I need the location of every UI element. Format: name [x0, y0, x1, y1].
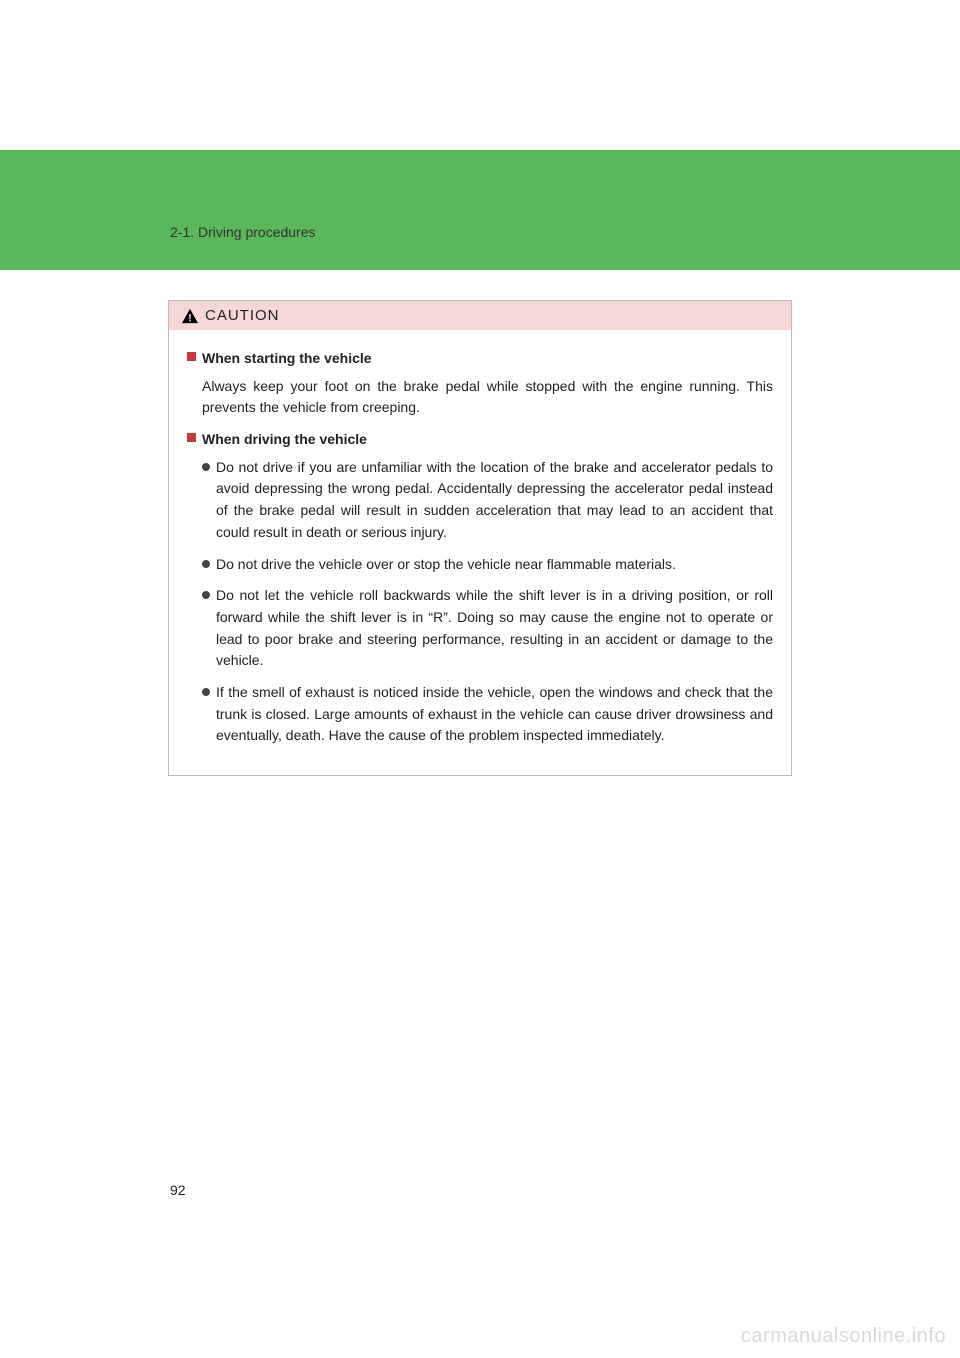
caution-section: When driving the vehicle Do not drive if… — [187, 429, 773, 747]
caution-label: CAUTION — [205, 307, 280, 324]
bullet-text: If the smell of exhaust is noticed insid… — [216, 682, 773, 747]
caution-section: When starting the vehicle Always keep yo… — [187, 348, 773, 419]
caution-box: ! CAUTION When starting the vehicle Alwa… — [168, 300, 792, 776]
list-item: Do not let the vehicle roll backwards wh… — [202, 585, 773, 672]
red-square-icon — [187, 352, 196, 361]
bullet-text: Do not drive if you are unfamiliar with … — [216, 457, 773, 544]
list-item: If the smell of exhaust is noticed insid… — [202, 682, 773, 747]
caution-body: When starting the vehicle Always keep yo… — [169, 330, 791, 775]
bullet-text: Do not let the vehicle roll backwards wh… — [216, 585, 773, 672]
header-band — [0, 150, 960, 270]
subheading-text: When starting the vehicle — [202, 348, 372, 370]
subheading-text: When driving the vehicle — [202, 429, 367, 451]
list-item: Do not drive the vehicle over or stop th… — [202, 554, 773, 576]
page-number: 92 — [170, 1182, 186, 1198]
bullet-icon — [202, 591, 210, 599]
caution-header: ! CAUTION — [169, 301, 791, 330]
caution-subheading: When driving the vehicle — [187, 429, 773, 451]
bullet-icon — [202, 463, 210, 471]
red-square-icon — [187, 433, 196, 442]
bullet-icon — [202, 560, 210, 568]
caution-subheading: When starting the vehicle — [187, 348, 773, 370]
caution-text: Always keep your foot on the brake pedal… — [202, 376, 773, 419]
list-item: Do not drive if you are unfamiliar with … — [202, 457, 773, 544]
bullet-text: Do not drive the vehicle over or stop th… — [216, 554, 773, 576]
warning-icon: ! — [181, 308, 199, 324]
watermark: carmanualsonline.info — [741, 1325, 946, 1348]
svg-text:!: ! — [188, 312, 192, 324]
bullet-icon — [202, 688, 210, 696]
bullet-list: Do not drive if you are unfamiliar with … — [202, 457, 773, 747]
section-title: 2-1. Driving procedures — [170, 224, 316, 240]
